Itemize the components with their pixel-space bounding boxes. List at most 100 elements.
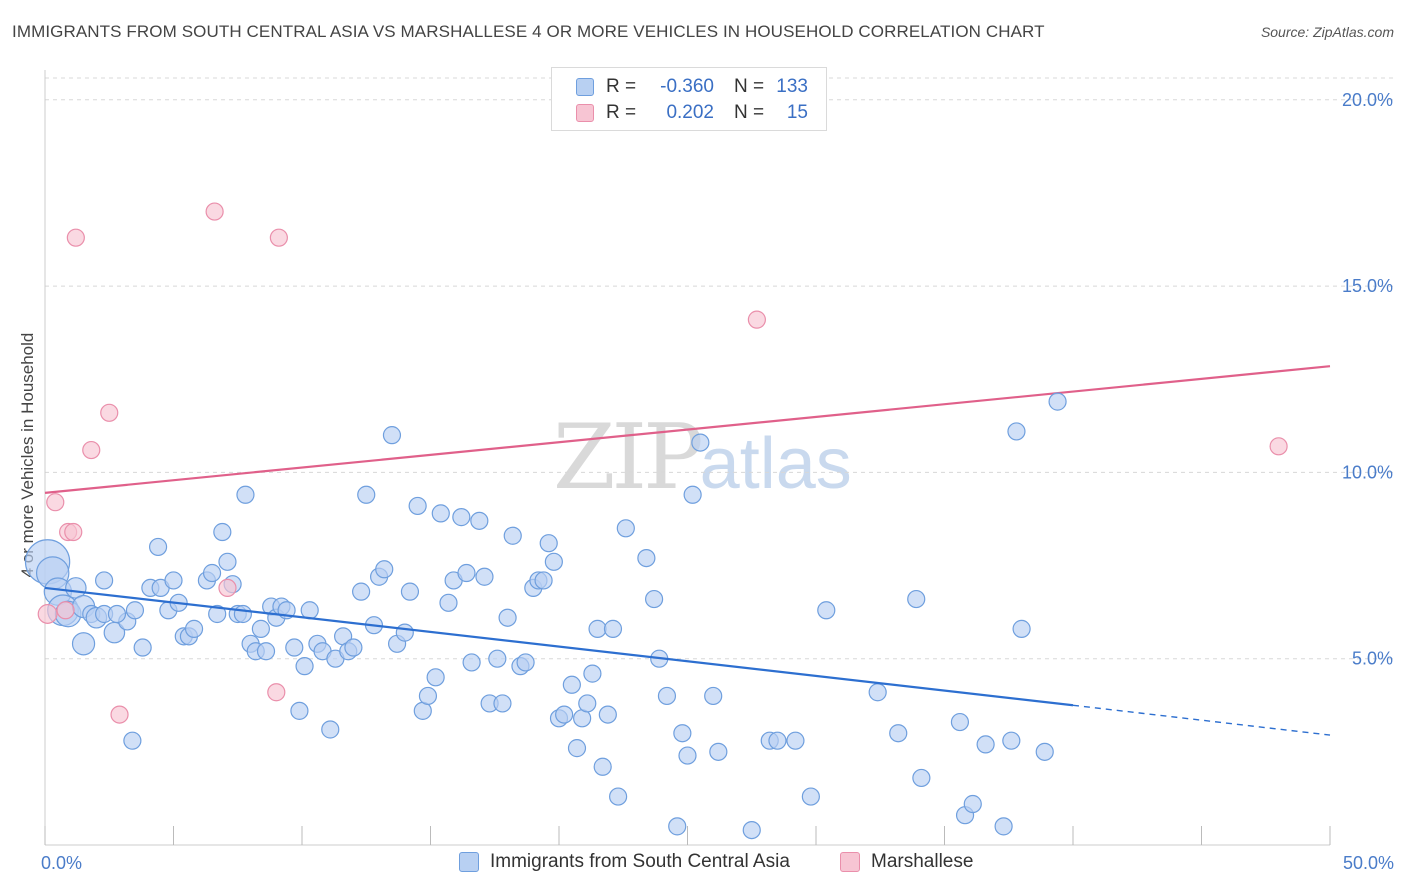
data-point <box>578 694 597 713</box>
data-point <box>603 619 623 638</box>
data-point <box>300 601 319 620</box>
data-point <box>408 496 427 516</box>
data-point <box>678 746 697 765</box>
data-point <box>637 549 656 568</box>
data-point <box>683 485 702 504</box>
data-point <box>66 228 85 247</box>
data-point <box>236 485 255 504</box>
data-point <box>801 787 820 806</box>
marshallese-points <box>37 202 1288 724</box>
r-value: 0.202 <box>666 102 714 123</box>
r-label: R = <box>606 76 637 97</box>
n-value: 15 <box>786 102 808 123</box>
data-point <box>673 724 692 743</box>
data-point <box>963 794 982 814</box>
data-point <box>290 701 309 720</box>
data-point <box>110 705 129 724</box>
data-point <box>786 731 805 750</box>
data-point <box>1002 731 1021 750</box>
data-point <box>516 653 535 672</box>
data-point <box>107 604 127 624</box>
data-point <box>976 735 995 754</box>
data-point <box>208 604 227 624</box>
data-point <box>503 526 522 545</box>
n-label: N = <box>734 102 765 123</box>
south-central-asia-points <box>24 392 1067 840</box>
data-point <box>544 552 563 571</box>
data-point <box>218 552 237 571</box>
data-point <box>1048 392 1067 411</box>
data-point <box>352 582 371 601</box>
data-point <box>133 638 152 657</box>
legend-item-south-central-asia[interactable]: Immigrants from South Central Asia <box>459 851 790 873</box>
data-point <box>457 563 476 583</box>
correlation-legend: R = -0.360 N = 133 R = 0.202 N = 15 <box>551 67 827 131</box>
data-point <box>768 731 787 750</box>
data-point <box>657 686 677 706</box>
data-point <box>123 731 142 750</box>
data-point <box>202 563 222 583</box>
data-point <box>395 623 414 642</box>
series-legend: Immigrants from South Central Asia Marsh… <box>0 851 1406 877</box>
data-point <box>462 653 481 672</box>
trendline-solid <box>44 365 1331 494</box>
data-point <box>256 642 276 661</box>
x-tick-label: 50.0% <box>1343 853 1394 873</box>
data-point <box>357 485 376 504</box>
data-point <box>100 403 119 422</box>
data-point <box>418 686 438 706</box>
data-point <box>889 724 908 743</box>
n-label: N = <box>734 76 765 97</box>
data-point <box>269 228 288 247</box>
data-point <box>588 619 607 638</box>
data-point <box>868 683 887 702</box>
legend-label: Immigrants from South Central Asia <box>490 851 790 872</box>
data-point <box>742 820 761 840</box>
r-value: -0.360 <box>660 76 714 97</box>
watermark: ZIPatlas <box>553 405 852 510</box>
data-point <box>382 426 402 445</box>
marshallese-trendline <box>44 365 1331 494</box>
chart-title: IMMIGRANTS FROM SOUTH CENTRAL ASIA VS MA… <box>12 22 1045 41</box>
data-point <box>470 511 489 530</box>
data-point <box>267 683 286 702</box>
data-point <box>71 632 96 656</box>
data-point <box>562 675 581 694</box>
tick-labels: 5.0% 10.0% 15.0% 20.0% 0.0% 50.0% <box>41 90 1394 873</box>
data-point <box>426 668 445 687</box>
data-point <box>184 619 204 638</box>
data-point <box>567 739 587 758</box>
data-point <box>704 686 723 706</box>
y-tick-label: 10.0% <box>1342 462 1393 482</box>
data-point <box>218 578 237 598</box>
data-point <box>498 608 517 627</box>
data-point <box>148 537 168 557</box>
data-point <box>375 560 394 579</box>
data-point <box>616 519 635 538</box>
data-point <box>1269 437 1288 456</box>
data-point <box>439 593 458 612</box>
data-point <box>668 817 687 836</box>
data-point <box>817 601 836 620</box>
legend-item-marshallese[interactable]: Marshallese <box>840 851 973 873</box>
watermark-zip: ZIP <box>553 405 704 510</box>
blue-square-icon <box>459 852 479 872</box>
axes <box>44 70 1331 846</box>
data-point <box>46 493 65 512</box>
data-point <box>907 589 926 609</box>
pink-swatch-icon <box>576 104 594 122</box>
data-point <box>295 657 314 676</box>
data-point <box>164 571 183 590</box>
y-tick-label: 15.0% <box>1342 276 1393 296</box>
gridlines <box>45 77 1395 660</box>
data-point <box>452 508 471 527</box>
legend-row-marshallese: R = 0.202 N = 15 <box>576 101 808 125</box>
legend-row-south-central-asia: R = -0.360 N = 133 <box>576 75 808 99</box>
watermark-atlas: atlas <box>699 424 852 504</box>
data-point <box>912 768 931 788</box>
data-point <box>994 817 1013 836</box>
source-credit: Source: ZipAtlas.com <box>1260 24 1394 40</box>
data-point <box>475 567 494 586</box>
data-point <box>64 522 83 542</box>
trendline-dashed <box>1072 704 1331 736</box>
